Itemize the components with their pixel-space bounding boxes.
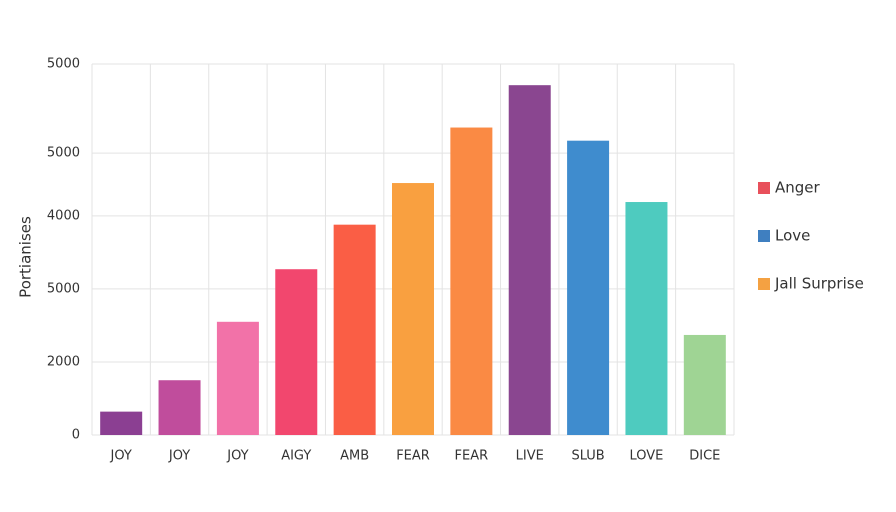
y-axis-label: Portianises — [17, 216, 35, 298]
legend-label: Jall Surprise — [774, 275, 864, 293]
bar — [275, 269, 318, 435]
legend-swatch — [758, 230, 770, 242]
x-tick-label: JOY — [168, 449, 190, 464]
x-tick-label: DICE — [689, 449, 720, 464]
x-tick-label: AIGY — [281, 449, 311, 464]
y-tick-label: 5000 — [47, 146, 80, 161]
bar — [100, 411, 143, 435]
bar — [625, 202, 668, 435]
x-tick-label: AMB — [340, 449, 369, 464]
x-tick-label: LIVE — [516, 449, 544, 464]
bar — [392, 183, 434, 435]
legend-label: Love — [775, 227, 810, 245]
y-tick-label: 4000 — [47, 208, 80, 223]
legend-swatch — [758, 182, 770, 194]
bar — [333, 224, 376, 435]
x-tick-label: SLUB — [571, 449, 604, 464]
bar — [683, 334, 726, 435]
y-tick-label: 2000 — [47, 354, 80, 369]
bar — [450, 127, 493, 435]
x-tick-label: FEAR — [396, 449, 430, 464]
y-tick-label: 5000 — [47, 57, 80, 72]
y-tick-label: 0 — [72, 428, 80, 443]
x-tick-label: JOY — [226, 449, 248, 464]
legend-swatch — [758, 278, 770, 290]
bar — [567, 140, 610, 435]
y-tick-label: 5000 — [47, 281, 80, 296]
bar — [158, 380, 201, 435]
x-tick-label: LOVE — [630, 449, 664, 464]
bar — [216, 321, 259, 435]
x-tick-label: JOY — [110, 449, 132, 464]
bar — [508, 85, 551, 435]
legend-label: Anger — [775, 179, 821, 197]
x-tick-label: FEAR — [455, 449, 489, 464]
